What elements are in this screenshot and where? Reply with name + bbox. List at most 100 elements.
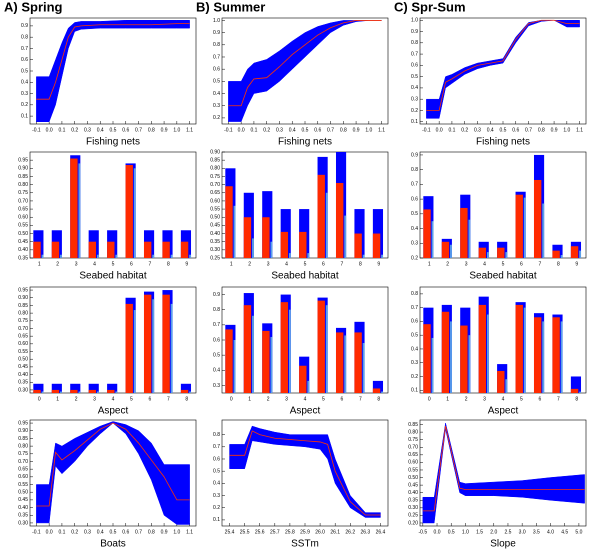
bar <box>152 254 155 258</box>
y-tick-label: 0.60 <box>18 341 28 347</box>
bar <box>88 241 97 258</box>
y-tick-label: 0.50 <box>18 231 28 237</box>
bar <box>450 321 452 393</box>
bar <box>515 304 523 393</box>
y-tick-label: 0.80 <box>18 443 28 449</box>
bar <box>344 215 347 258</box>
y-tick-label: 0.9 <box>21 23 28 29</box>
y-tick-label: 0.6 <box>213 67 220 73</box>
x-tick-label: 0.8 <box>340 127 347 133</box>
bar <box>431 337 434 393</box>
y-tick-label: 0.2 <box>21 102 28 108</box>
x-tick-label: 0.0 <box>434 529 441 535</box>
y-tick-label: 0.3 <box>21 91 28 97</box>
y-tick-label: 0.85 <box>408 422 418 428</box>
x-axis-label: Seabed habitat <box>271 271 339 282</box>
x-tick-label: 0.0 <box>436 127 443 133</box>
x-tick-label: 7 <box>359 396 362 402</box>
x-tick-label: 1 <box>230 261 233 267</box>
y-tick-label: 0.3 <box>213 493 220 499</box>
bar <box>570 388 579 393</box>
y-tick-label: 0.30 <box>210 247 220 253</box>
x-tick-label: 5 <box>502 261 505 267</box>
x-tick-label: 5 <box>130 396 133 402</box>
x-tick-label: 1.1 <box>378 127 385 133</box>
bar <box>115 391 118 393</box>
y-tick-label: 0.1 <box>21 113 28 119</box>
y-tick-label: 0.5 <box>213 79 220 85</box>
bar <box>60 254 62 258</box>
y-tick-label: 0.55 <box>210 206 220 212</box>
y-tick-label: 0.30 <box>408 505 418 511</box>
bar <box>299 231 307 258</box>
x-tick-label: 2.0 <box>490 529 497 535</box>
bar <box>497 370 505 393</box>
y-tick-label: 0.95 <box>18 157 28 163</box>
y-tick-label: 0.30 <box>18 520 28 526</box>
y-tick-label: 0.40 <box>210 231 220 237</box>
x-tick-label: 3 <box>93 396 96 402</box>
bar <box>70 389 78 393</box>
bar <box>107 241 115 258</box>
x-tick-label: 5 <box>322 396 325 402</box>
y-tick-label: 0.55 <box>18 223 28 229</box>
y-tick-label: 0.9 <box>411 29 418 35</box>
x-tick-label: 8 <box>359 261 362 267</box>
bar <box>225 186 233 258</box>
y-tick-label: 0.6 <box>411 319 418 325</box>
bar <box>233 340 236 393</box>
x-tick-label: 4 <box>483 261 486 267</box>
bar <box>344 335 347 393</box>
x-axis-label: Boats <box>100 539 126 550</box>
bar <box>180 389 189 393</box>
x-tick-label: 1.5 <box>476 529 483 535</box>
bar <box>162 294 170 393</box>
x-tick-label: -0.1 <box>32 127 41 133</box>
y-tick-label: 0.20 <box>408 520 418 526</box>
bar <box>423 209 431 258</box>
y-tick-label: 0.6 <box>213 337 220 343</box>
x-tick-label: 1 <box>56 396 59 402</box>
bar <box>552 250 560 258</box>
x-tick-label: 1.1 <box>186 529 193 535</box>
bar <box>307 253 310 258</box>
x-tick-label: 25.7 <box>270 529 280 535</box>
bar <box>325 305 328 393</box>
y-tick-label: 0.6 <box>21 57 28 63</box>
bar <box>372 233 381 258</box>
x-tick-label: 25.5 <box>240 529 250 535</box>
x-tick-label: 3.5 <box>533 529 540 535</box>
panel-title: B) Summer <box>196 0 265 14</box>
bar <box>317 300 325 393</box>
x-tick-label: 4 <box>112 396 115 402</box>
y-tick-label: 0.6 <box>411 63 418 69</box>
x-tick-label: 3.0 <box>519 529 526 535</box>
y-tick-label: 0.80 <box>210 166 220 172</box>
bar <box>280 302 289 393</box>
y-tick-label: 0.40 <box>18 372 28 378</box>
bar <box>335 332 344 393</box>
y-tick-label: 0.60 <box>18 474 28 480</box>
y-tick-label: 0.85 <box>18 303 28 309</box>
y-tick-label: 0.80 <box>18 182 28 188</box>
y-tick-label: 0.85 <box>18 174 28 180</box>
bar <box>523 197 526 258</box>
x-tick-label: 0.0 <box>46 127 53 133</box>
x-axis-label: Slope <box>490 539 516 550</box>
y-tick-label: 0.60 <box>210 198 220 204</box>
x-tick-label: 9 <box>185 261 188 267</box>
bar <box>533 179 542 258</box>
y-tick-label: 0.2 <box>213 115 220 121</box>
x-tick-label: 0.3 <box>474 127 481 133</box>
x-tick-label: 0.3 <box>84 529 91 535</box>
x-axis-label: Seabed habitat <box>79 271 147 282</box>
bar <box>88 383 99 393</box>
y-tick-label: 0.8 <box>411 167 418 173</box>
x-tick-label: 9 <box>377 261 380 267</box>
bar <box>125 303 133 393</box>
mean-line <box>36 422 190 507</box>
x-tick-label: 0.7 <box>327 127 334 133</box>
bar <box>88 389 97 393</box>
bar <box>497 247 505 258</box>
x-tick-label: 0 <box>38 396 41 402</box>
